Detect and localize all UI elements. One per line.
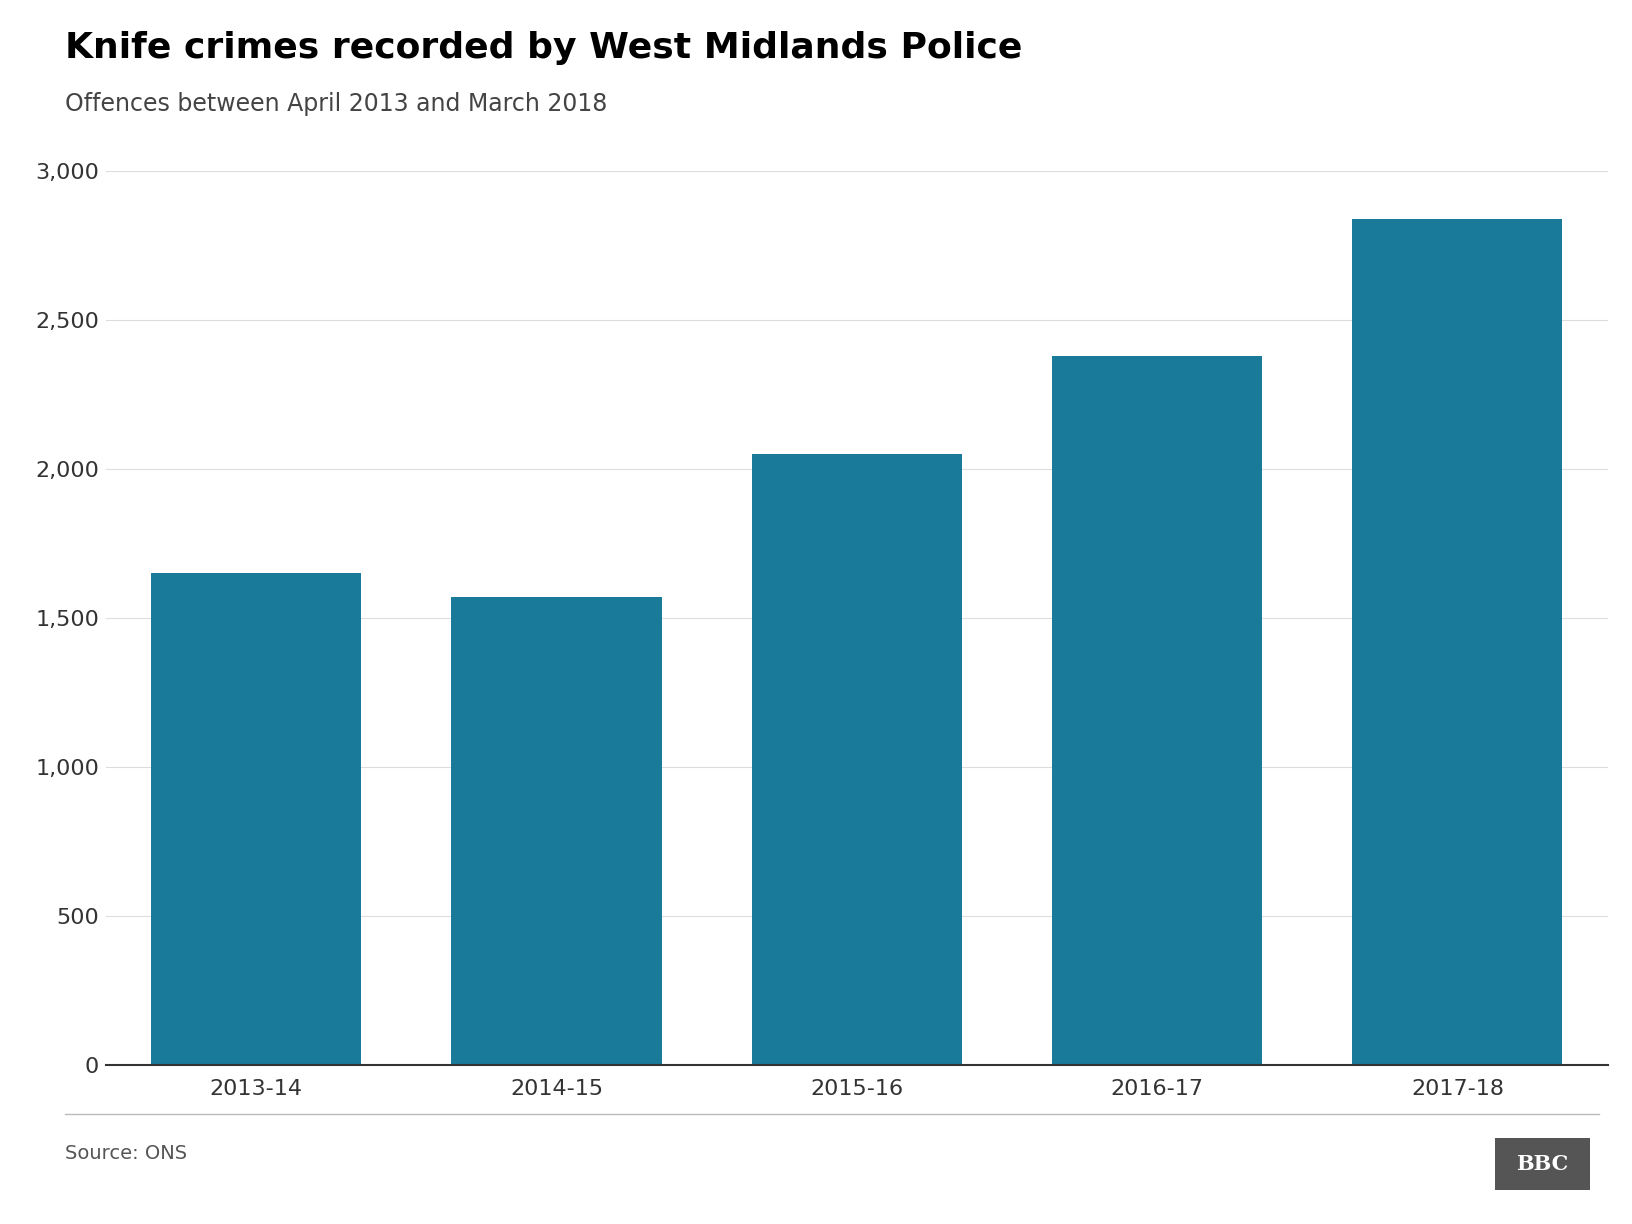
Text: Source: ONS: Source: ONS [65, 1144, 188, 1164]
Text: BBC: BBC [1516, 1154, 1568, 1174]
Bar [452, 597, 661, 1065]
Bar [752, 454, 961, 1065]
Bar [1353, 219, 1562, 1065]
Text: Offences between April 2013 and March 2018: Offences between April 2013 and March 20… [65, 92, 607, 116]
Bar [1053, 356, 1262, 1065]
Text: Knife crimes recorded by West Midlands Police: Knife crimes recorded by West Midlands P… [65, 31, 1023, 65]
Bar [152, 573, 361, 1065]
